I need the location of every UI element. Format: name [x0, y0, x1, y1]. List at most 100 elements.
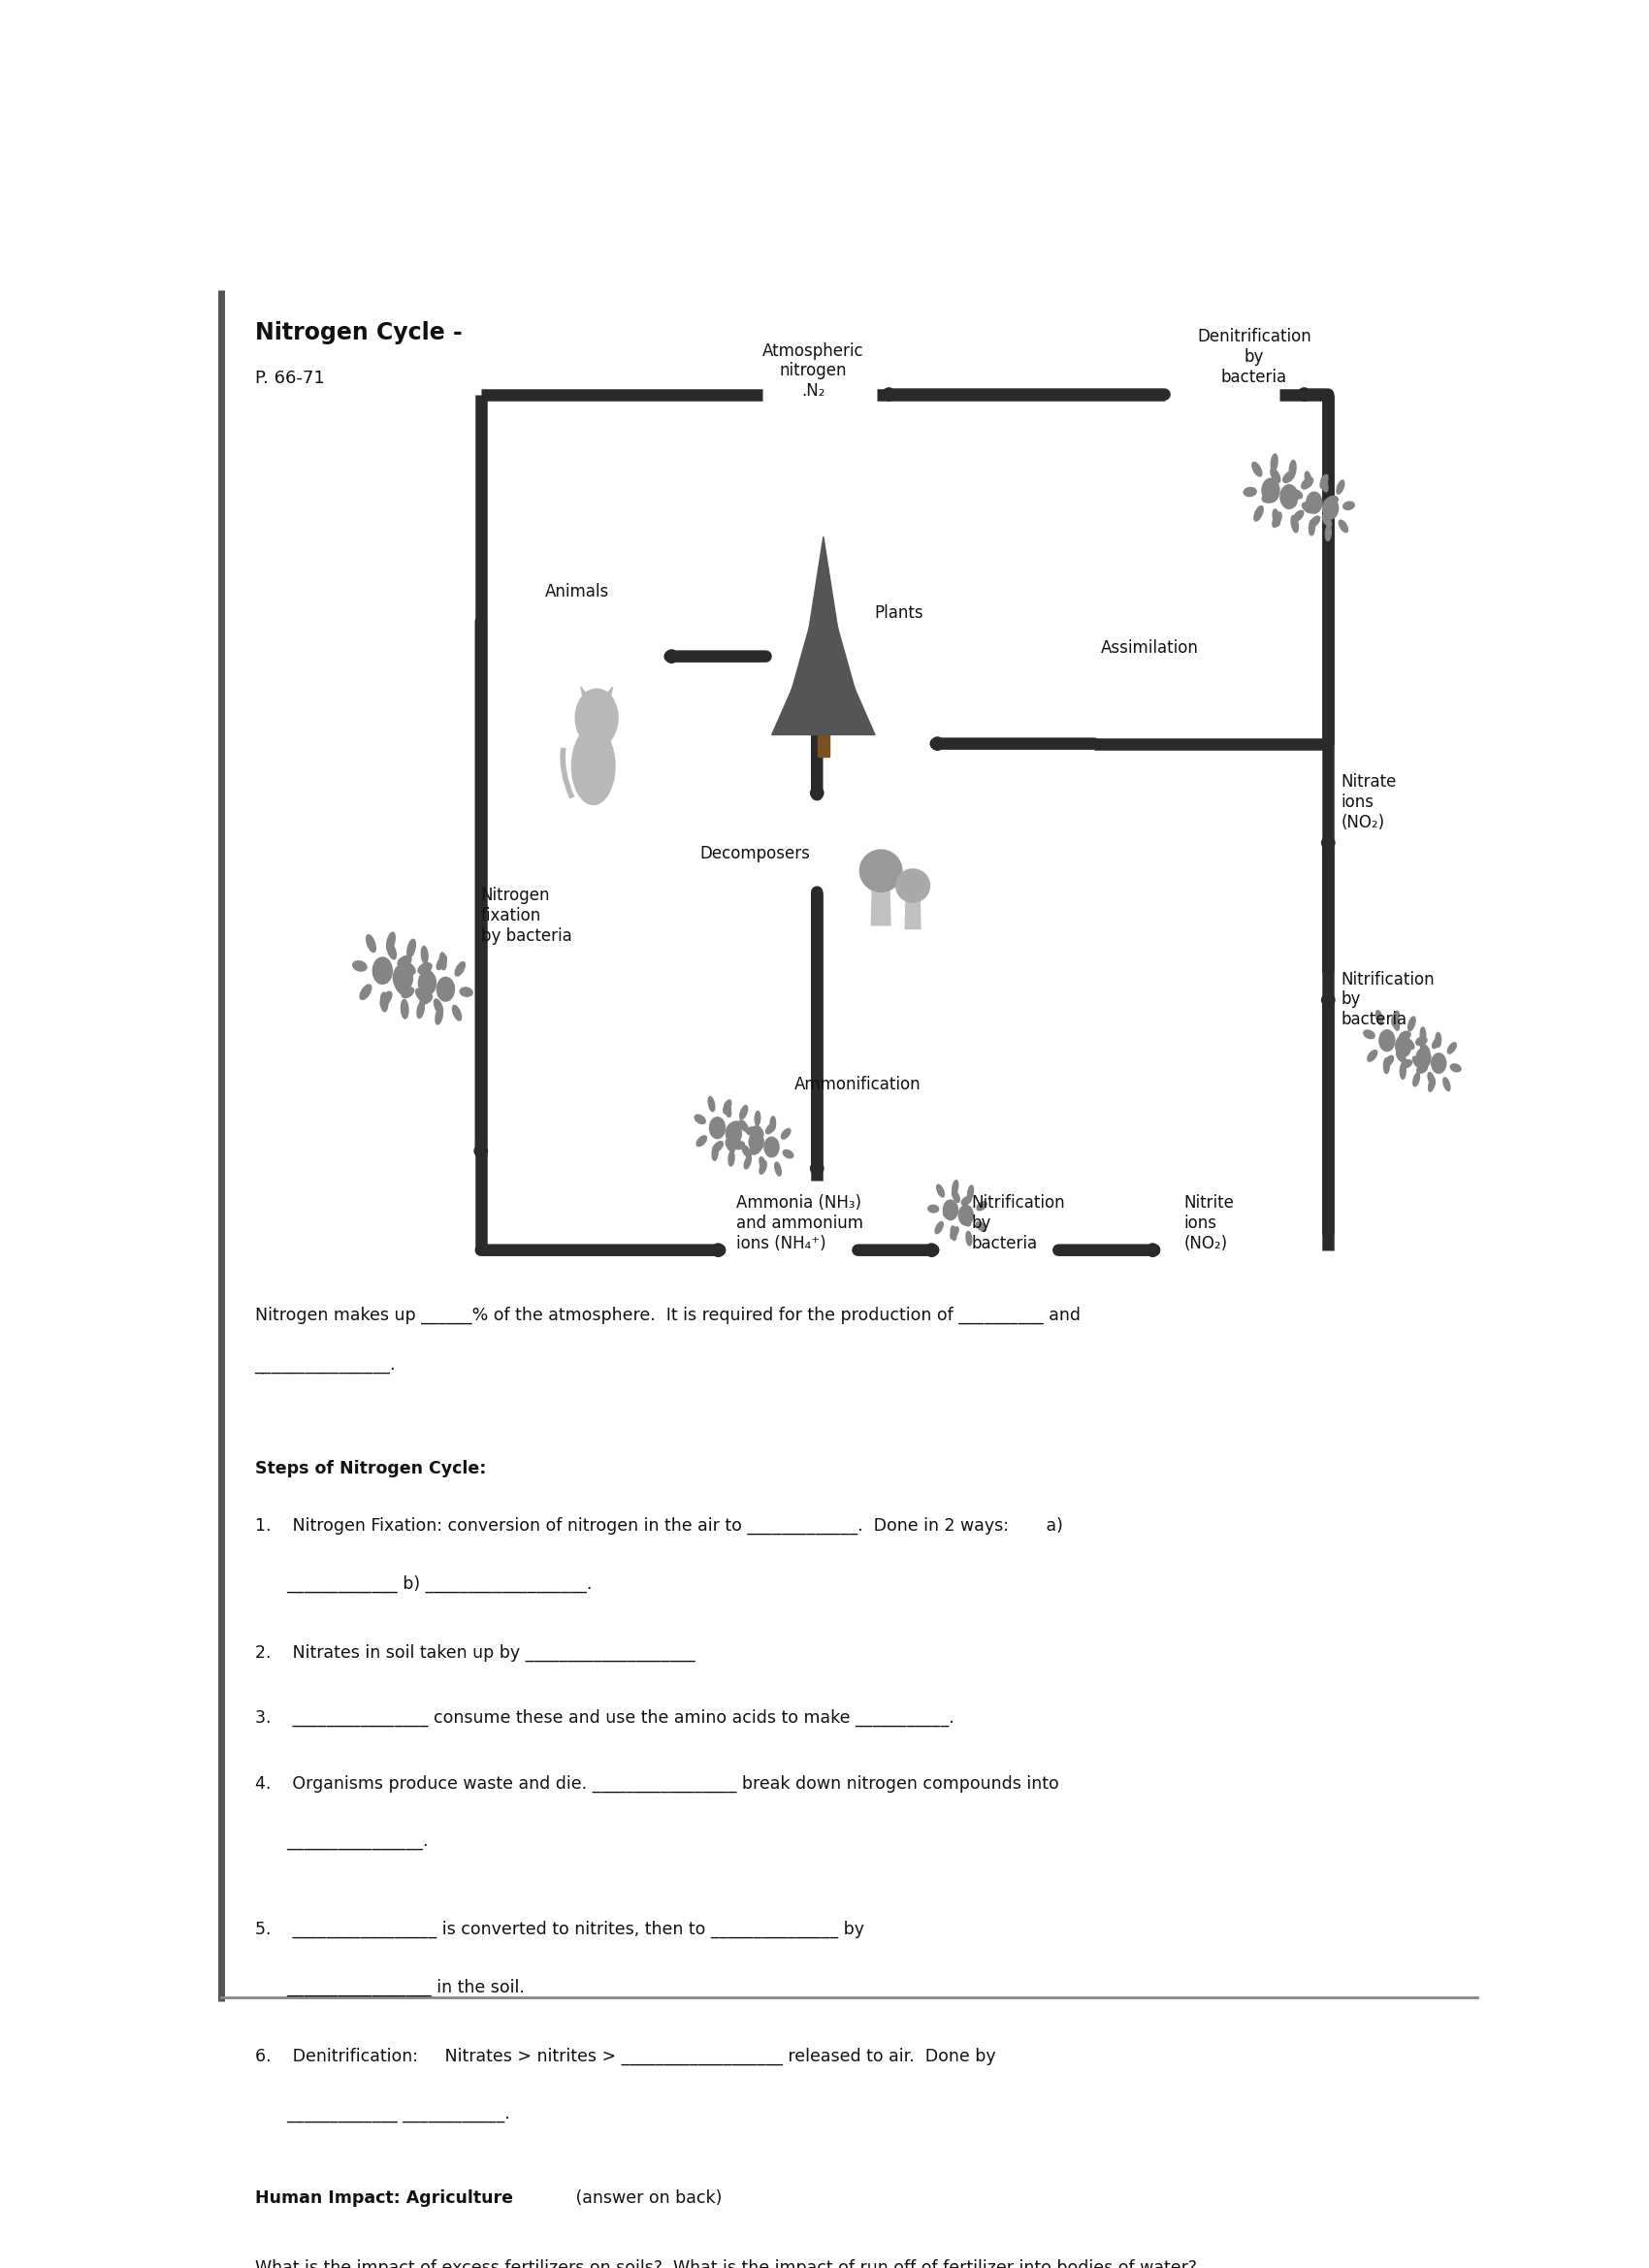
Ellipse shape	[731, 1120, 742, 1129]
Ellipse shape	[961, 1216, 971, 1227]
Circle shape	[419, 971, 435, 996]
Ellipse shape	[696, 1136, 707, 1145]
Ellipse shape	[724, 1100, 731, 1114]
Ellipse shape	[760, 1161, 767, 1175]
Ellipse shape	[782, 1129, 790, 1139]
Ellipse shape	[1339, 519, 1347, 533]
Ellipse shape	[407, 939, 416, 957]
Ellipse shape	[1408, 1016, 1415, 1032]
Ellipse shape	[1261, 494, 1275, 503]
Ellipse shape	[951, 1191, 960, 1202]
Circle shape	[373, 957, 392, 984]
Ellipse shape	[1291, 515, 1298, 533]
Ellipse shape	[434, 1000, 444, 1014]
Ellipse shape	[1405, 1039, 1415, 1050]
Ellipse shape	[726, 1141, 734, 1152]
Ellipse shape	[420, 993, 432, 1005]
Text: ________________.: ________________.	[254, 1833, 427, 1851]
Text: Human Impact: Agriculture: Human Impact: Agriculture	[254, 2189, 513, 2207]
Ellipse shape	[1255, 506, 1263, 522]
Circle shape	[1379, 1030, 1395, 1050]
Ellipse shape	[968, 1186, 973, 1200]
Text: Atmospheric
nitrogen
.N₂: Atmospheric nitrogen .N₂	[762, 342, 864, 399]
Polygon shape	[818, 721, 829, 758]
Ellipse shape	[770, 1116, 775, 1132]
Ellipse shape	[966, 1232, 971, 1245]
Ellipse shape	[1400, 1032, 1410, 1039]
Ellipse shape	[460, 987, 473, 996]
Text: ________________.: ________________.	[254, 1356, 396, 1374]
Ellipse shape	[1327, 497, 1337, 503]
Text: 1.    Nitrogen Fixation: conversion of nitrogen in the air to _____________.  Do: 1. Nitrogen Fixation: conversion of nitr…	[254, 1517, 1062, 1535]
Ellipse shape	[1303, 503, 1314, 513]
Ellipse shape	[760, 1157, 765, 1170]
Ellipse shape	[1304, 472, 1311, 485]
Ellipse shape	[1337, 481, 1344, 494]
Text: 2.    Nitrates in soil taken up by ____________________: 2. Nitrates in soil taken up by ________…	[254, 1644, 694, 1662]
Polygon shape	[604, 687, 613, 708]
Text: 3.    ________________ consume these and use the amino acids to make ___________: 3. ________________ consume these and us…	[254, 1710, 953, 1728]
Ellipse shape	[440, 953, 447, 971]
Ellipse shape	[420, 946, 427, 964]
Ellipse shape	[755, 1111, 760, 1125]
Ellipse shape	[1397, 1050, 1405, 1061]
Text: Nitrate
ions
(NO₂): Nitrate ions (NO₂)	[1341, 773, 1397, 830]
Polygon shape	[772, 617, 876, 735]
Ellipse shape	[765, 1123, 775, 1134]
Ellipse shape	[572, 728, 615, 805]
Ellipse shape	[749, 1148, 760, 1154]
Ellipse shape	[1416, 1036, 1426, 1046]
Text: Nitrogen Cycle -: Nitrogen Cycle -	[254, 322, 462, 345]
Ellipse shape	[739, 1120, 749, 1132]
Ellipse shape	[1420, 1027, 1426, 1041]
Ellipse shape	[366, 934, 376, 953]
Text: 4.    Organisms produce waste and die. _________________ break down nitrogen com: 4. Organisms produce waste and die. ____…	[254, 1776, 1059, 1792]
Text: Decomposers: Decomposers	[701, 846, 811, 862]
Ellipse shape	[1400, 1064, 1405, 1080]
Ellipse shape	[729, 1150, 734, 1166]
Ellipse shape	[452, 1005, 462, 1021]
Ellipse shape	[435, 1007, 442, 1025]
Circle shape	[1431, 1052, 1446, 1073]
Ellipse shape	[707, 1098, 714, 1111]
Ellipse shape	[1309, 519, 1314, 535]
Text: Nitrogen
fixation
by bacteria: Nitrogen fixation by bacteria	[482, 887, 572, 946]
Ellipse shape	[1384, 1055, 1393, 1066]
Text: Assimilation: Assimilation	[1102, 640, 1199, 655]
Text: _____________ b) ___________________.: _____________ b) ___________________.	[254, 1574, 592, 1592]
Ellipse shape	[1283, 472, 1294, 483]
Ellipse shape	[935, 1222, 943, 1234]
Ellipse shape	[775, 1161, 782, 1175]
Ellipse shape	[1428, 1073, 1435, 1086]
Ellipse shape	[742, 1145, 750, 1157]
Ellipse shape	[397, 955, 411, 966]
Ellipse shape	[1243, 488, 1257, 497]
Ellipse shape	[783, 1150, 793, 1159]
Ellipse shape	[694, 1116, 706, 1125]
Ellipse shape	[404, 962, 416, 973]
Text: Nitrite
ions
(NO₂): Nitrite ions (NO₂)	[1184, 1195, 1233, 1252]
Ellipse shape	[388, 941, 396, 959]
Ellipse shape	[895, 869, 930, 903]
Circle shape	[1395, 1036, 1412, 1057]
Ellipse shape	[951, 1179, 958, 1195]
Ellipse shape	[1448, 1043, 1456, 1055]
Ellipse shape	[422, 968, 434, 980]
Ellipse shape	[1322, 515, 1331, 526]
Ellipse shape	[1402, 1059, 1412, 1068]
Ellipse shape	[373, 968, 388, 978]
Circle shape	[726, 1123, 742, 1143]
Text: Ammonification: Ammonification	[795, 1075, 920, 1093]
Circle shape	[1280, 485, 1298, 508]
Ellipse shape	[1428, 1077, 1435, 1091]
Text: _________________ in the soil.: _________________ in the soil.	[254, 1978, 524, 1996]
Ellipse shape	[416, 989, 429, 1002]
Ellipse shape	[976, 1222, 986, 1232]
Circle shape	[1261, 479, 1280, 503]
Ellipse shape	[928, 1204, 938, 1213]
Ellipse shape	[442, 982, 453, 991]
Ellipse shape	[744, 1157, 752, 1168]
Text: Plants: Plants	[874, 603, 923, 621]
Text: P. 66-71: P. 66-71	[254, 370, 325, 388]
Ellipse shape	[1413, 1073, 1420, 1086]
